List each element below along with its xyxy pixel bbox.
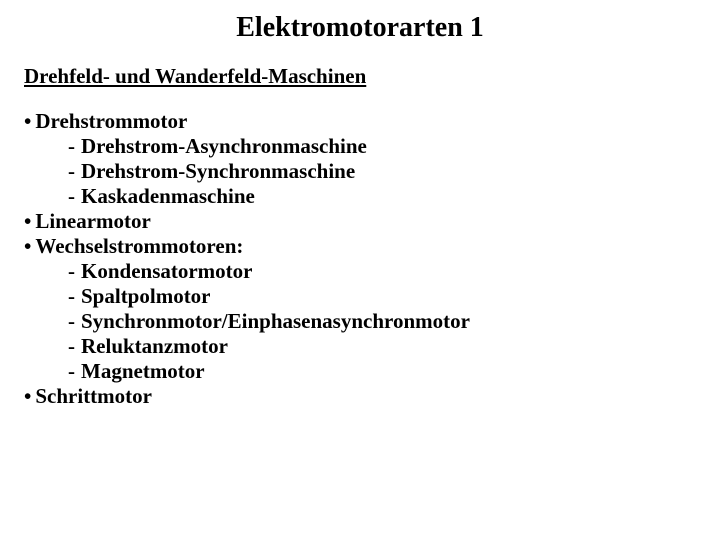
- list-item-label: Linearmotor: [35, 209, 150, 234]
- bullet-icon: •: [24, 109, 31, 134]
- list-item: • Schrittmotor: [24, 384, 700, 409]
- list-subitem: - Magnetmotor: [24, 359, 700, 384]
- dash-icon: -: [68, 134, 75, 159]
- dash-icon: -: [68, 334, 75, 359]
- list-item: • Wechselstrommotoren:: [24, 234, 700, 259]
- bullet-icon: •: [24, 209, 31, 234]
- list-subitem-label: Synchronmotor/Einphasenasynchronmotor: [81, 309, 470, 334]
- dash-icon: -: [68, 359, 75, 384]
- list-subitem-label: Spaltpolmotor: [81, 284, 211, 309]
- list-subitem-label: Kaskadenmaschine: [81, 184, 255, 209]
- dash-icon: -: [68, 184, 75, 209]
- dash-icon: -: [68, 259, 75, 284]
- list-subitem-label: Kondensatormotor: [81, 259, 253, 284]
- list-subitem: - Kondensatormotor: [24, 259, 700, 284]
- list-subitem-label: Drehstrom-Asynchronmaschine: [81, 134, 367, 159]
- list-subitem-label: Magnetmotor: [81, 359, 205, 384]
- list-subitem-label: Drehstrom-Synchronmaschine: [81, 159, 355, 184]
- list-item-label: Drehstrommotor: [35, 109, 187, 134]
- list-subitem: - Drehstrom-Synchronmaschine: [24, 159, 700, 184]
- list-subitem: - Reluktanzmotor: [24, 334, 700, 359]
- outline-content: • Drehstrommotor - Drehstrom-Asynchronma…: [20, 109, 700, 409]
- bullet-icon: •: [24, 384, 31, 409]
- page-title: Elektromotorarten 1: [20, 12, 700, 44]
- dash-icon: -: [68, 159, 75, 184]
- list-item: • Linearmotor: [24, 209, 700, 234]
- list-subitem: - Kaskadenmaschine: [24, 184, 700, 209]
- list-subitem: - Synchronmotor/Einphasenasynchronmotor: [24, 309, 700, 334]
- list-item: • Drehstrommotor: [24, 109, 700, 134]
- dash-icon: -: [68, 284, 75, 309]
- list-subitem: - Spaltpolmotor: [24, 284, 700, 309]
- list-item-label: Schrittmotor: [35, 384, 152, 409]
- dash-icon: -: [68, 309, 75, 334]
- bullet-icon: •: [24, 234, 31, 259]
- section-subtitle: Drehfeld- und Wanderfeld-Maschinen: [20, 64, 700, 89]
- list-subitem-label: Reluktanzmotor: [81, 334, 228, 359]
- list-item-label: Wechselstrommotoren:: [35, 234, 243, 259]
- list-subitem: - Drehstrom-Asynchronmaschine: [24, 134, 700, 159]
